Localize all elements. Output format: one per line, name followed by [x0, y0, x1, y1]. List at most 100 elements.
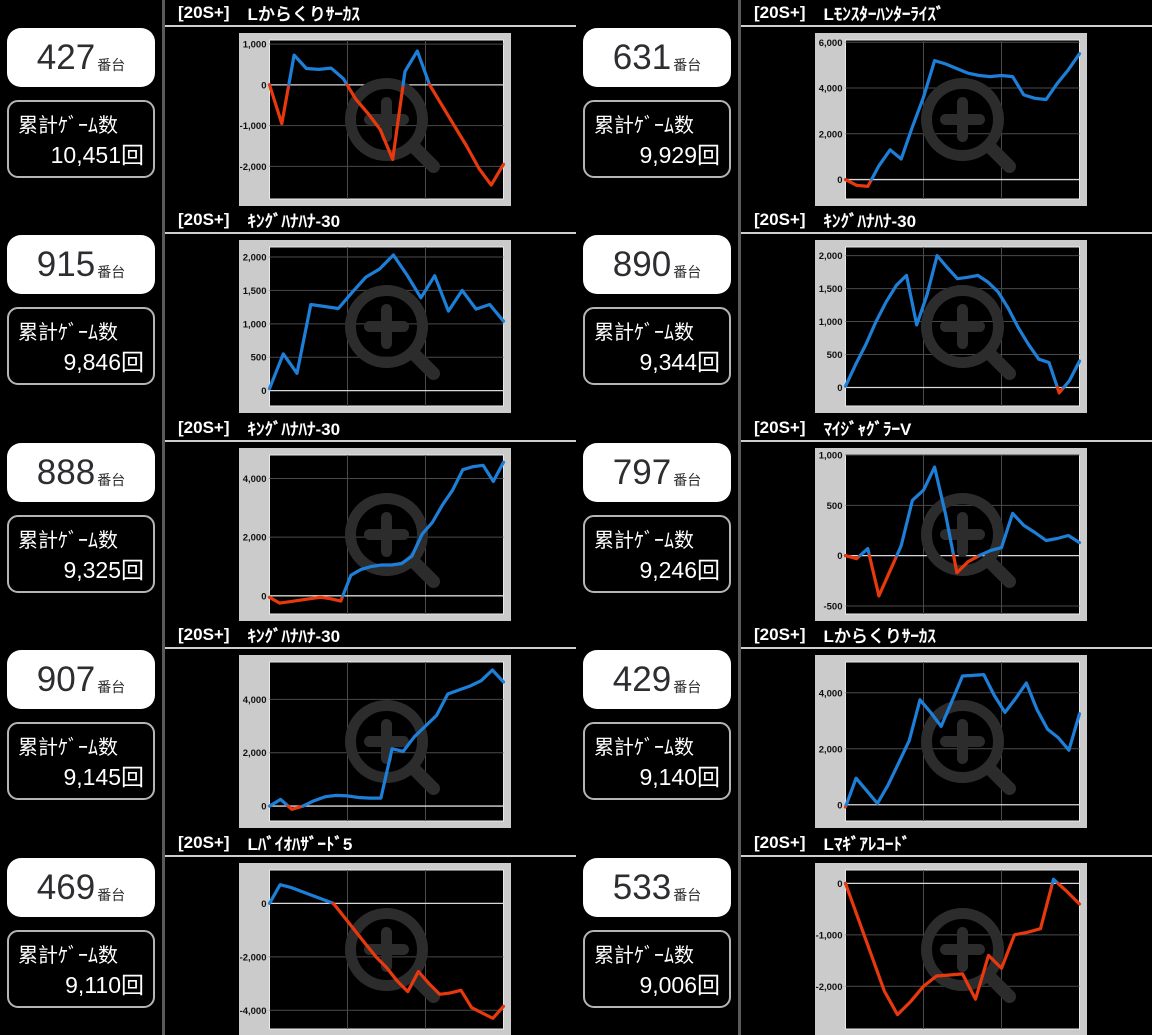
spec-tag: [20S+] — [754, 832, 806, 852]
total-games-label: 累計ｹﾞｰﾑ数 — [594, 945, 694, 967]
machine-number-box[interactable]: 429 番台 — [583, 650, 731, 709]
chart-area: [20S+] Lﾊﾞｲｵﾊｻﾞｰﾄﾞ5 0 -2,000 -4,000 — [165, 830, 576, 1035]
total-games-box: 累計ｹﾞｰﾑ数 9,929回 — [583, 100, 731, 178]
machine-number-unit: 番台 — [673, 678, 702, 695]
svg-text:500: 500 — [827, 350, 843, 361]
slump-chart[interactable]: 2,000 1,500 1,000 500 0 — [239, 240, 511, 413]
machine-number: 890 — [612, 244, 672, 284]
machine-number-box[interactable]: 631 番台 — [583, 28, 731, 87]
slump-chart-svg: 4,000 2,000 0 — [239, 448, 511, 621]
svg-text:2,000: 2,000 — [243, 748, 267, 759]
svg-text:-500: -500 — [823, 601, 842, 612]
machine-number-box[interactable]: 890 番台 — [583, 235, 731, 294]
svg-text:0: 0 — [837, 175, 842, 186]
grid-lines — [845, 662, 1080, 821]
chart-area: [20S+] Lからくりｻｰｶｽ 4,000 2,000 0 — [741, 622, 1152, 829]
total-games-label: 累計ｹﾞｰﾑ数 — [18, 322, 118, 344]
slump-chart-svg: 0 -2,000 -4,000 — [239, 863, 511, 1035]
total-games-box: 累計ｹﾞｰﾑ数 9,006回 — [583, 930, 731, 1008]
slump-chart[interactable]: 0 -2,000 -4,000 — [239, 863, 511, 1035]
svg-text:4,000: 4,000 — [243, 695, 267, 706]
magnifier-zoom-in-icon — [345, 78, 440, 173]
grid-lines — [845, 454, 1080, 614]
spec-tag: [20S+] — [754, 417, 806, 437]
spec-tag: [20S+] — [178, 417, 230, 437]
slump-chart[interactable]: 0 -1,000 -2,000 — [815, 863, 1087, 1035]
total-games-box: 累計ｹﾞｰﾑ数 9,145回 — [7, 722, 155, 800]
total-games-value: 9,246回 — [639, 557, 720, 583]
total-games-value: 9,846回 — [63, 349, 144, 375]
machine-number-unit: 番台 — [97, 56, 126, 73]
svg-text:1,500: 1,500 — [819, 284, 843, 295]
chart-area: [20S+] ｷﾝｸﾞﾊﾅﾊﾅ-30 2,000 1,500 1,000 500 0 — [165, 207, 576, 414]
magnifier-zoom-in-icon — [345, 908, 440, 1003]
machine-row: 631 番台 累計ｹﾞｰﾑ数 9,929回 [20S+] Lﾓﾝｽﾀｰﾊﾝﾀｰﾗ… — [576, 0, 1152, 207]
machine-name: Lからくりｻｰｶｽ — [247, 5, 360, 24]
machine-number-box[interactable]: 915 番台 — [7, 235, 155, 294]
slump-chart-svg: 4,000 2,000 0 — [239, 655, 511, 828]
magnifier-zoom-in-icon — [345, 285, 440, 380]
machine-number-box[interactable]: 427 番台 — [7, 28, 155, 87]
slump-chart[interactable]: 4,000 2,000 0 — [239, 448, 511, 621]
chart-area: [20S+] Lﾏｷﾞｱﾚｺｰﾄﾞ 0 -1,000 -2,000 — [741, 830, 1152, 1035]
machine-number-box[interactable]: 533 番台 — [583, 858, 731, 917]
machine-number-unit: 番台 — [673, 263, 702, 280]
svg-text:2,000: 2,000 — [243, 533, 267, 544]
svg-text:0: 0 — [261, 802, 266, 813]
svg-text:0: 0 — [837, 879, 842, 890]
machine-number-box[interactable]: 907 番台 — [7, 650, 155, 709]
total-games-label: 累計ｹﾞｰﾑ数 — [18, 530, 118, 552]
magnifier-zoom-in-icon — [921, 285, 1016, 380]
slump-chart[interactable]: 4,000 2,000 0 — [815, 655, 1087, 828]
total-games-box: 累計ｹﾞｰﾑ数 9,140回 — [583, 722, 731, 800]
svg-text:0: 0 — [837, 800, 842, 811]
slump-chart-svg: 2,000 1,500 1,000 500 0 — [815, 240, 1087, 413]
svg-text:1,000: 1,000 — [819, 317, 843, 328]
svg-text:-2,000: -2,000 — [816, 982, 843, 993]
machine-row: 427 番台 累計ｹﾞｰﾑ数 10,451回 [20S+] Lからくりｻｰｶｽ … — [0, 0, 576, 207]
total-games-label: 累計ｹﾞｰﾑ数 — [594, 737, 694, 759]
machine-number-box[interactable]: 888 番台 — [7, 443, 155, 502]
chart-title-bar: [20S+] Lﾊﾞｲｵﾊｻﾞｰﾄﾞ5 — [165, 830, 576, 857]
machine-number-box[interactable]: 469 番台 — [7, 858, 155, 917]
slump-chart[interactable]: 6,000 4,000 2,000 0 — [815, 33, 1087, 206]
magnifier-zoom-in-icon — [921, 493, 1016, 588]
chart-title-bar: [20S+] ｷﾝｸﾞﾊﾅﾊﾅ-30 — [165, 622, 576, 649]
svg-text:6,000: 6,000 — [819, 38, 843, 49]
machine-number-unit: 番台 — [97, 886, 126, 903]
svg-text:-1,000: -1,000 — [816, 930, 843, 941]
machine-row: 429 番台 累計ｹﾞｰﾑ数 9,140回 [20S+] Lからくりｻｰｶｽ 4… — [576, 622, 1152, 829]
machine-number: 907 — [36, 659, 96, 699]
machine-number-box[interactable]: 797 番台 — [583, 443, 731, 502]
total-games-label: 累計ｹﾞｰﾑ数 — [18, 737, 118, 759]
svg-text:-1,000: -1,000 — [240, 121, 267, 132]
svg-text:0: 0 — [261, 591, 266, 602]
svg-text:-2,000: -2,000 — [240, 162, 267, 173]
svg-text:0: 0 — [837, 383, 842, 394]
chart-title-bar: [20S+] ﾏｲｼﾞｬｸﾞﾗｰV — [741, 415, 1152, 442]
machine-name: Lﾏｷﾞｱﾚｺｰﾄﾞ — [823, 835, 911, 854]
machine-number: 469 — [36, 867, 96, 907]
chart-area: [20S+] Lからくりｻｰｶｽ 1,000 0 -1,000 -2,000 — [165, 0, 576, 207]
machine-number-unit: 番台 — [97, 678, 126, 695]
svg-text:1,000: 1,000 — [819, 451, 843, 462]
machine-name: Lからくりｻｰｶｽ — [823, 627, 936, 646]
machine-name: Lﾓﾝｽﾀｰﾊﾝﾀｰﾗｲｽﾞ — [823, 5, 945, 24]
column-right: 631 番台 累計ｹﾞｰﾑ数 9,929回 [20S+] Lﾓﾝｽﾀｰﾊﾝﾀｰﾗ… — [576, 0, 1152, 1035]
slump-chart-svg: 1,000 500 0 -500 — [815, 448, 1087, 621]
machine-number-unit: 番台 — [97, 263, 126, 280]
svg-text:0: 0 — [261, 899, 266, 910]
machine-name: ｷﾝｸﾞﾊﾅﾊﾅ-30 — [247, 212, 341, 231]
slump-chart[interactable]: 4,000 2,000 0 — [239, 655, 511, 828]
slump-chart[interactable]: 2,000 1,500 1,000 500 0 — [815, 240, 1087, 413]
machine-number: 915 — [36, 244, 96, 284]
machine-number-unit: 番台 — [97, 471, 126, 488]
spec-tag: [20S+] — [178, 832, 230, 852]
chart-area: [20S+] Lﾓﾝｽﾀｰﾊﾝﾀｰﾗｲｽﾞ 6,000 4,000 2,000 0 — [741, 0, 1152, 207]
machine-row: 890 番台 累計ｹﾞｰﾑ数 9,344回 [20S+] ｷﾝｸﾞﾊﾅﾊﾅ-30… — [576, 207, 1152, 414]
slump-chart[interactable]: 1,000 500 0 -500 — [815, 448, 1087, 621]
column-left: 427 番台 累計ｹﾞｰﾑ数 10,451回 [20S+] Lからくりｻｰｶｽ … — [0, 0, 576, 1035]
chart-area: [20S+] ｷﾝｸﾞﾊﾅﾊﾅ-30 4,000 2,000 0 — [165, 622, 576, 829]
slump-chart[interactable]: 1,000 0 -1,000 -2,000 — [239, 33, 511, 206]
svg-text:-2,000: -2,000 — [240, 952, 267, 963]
